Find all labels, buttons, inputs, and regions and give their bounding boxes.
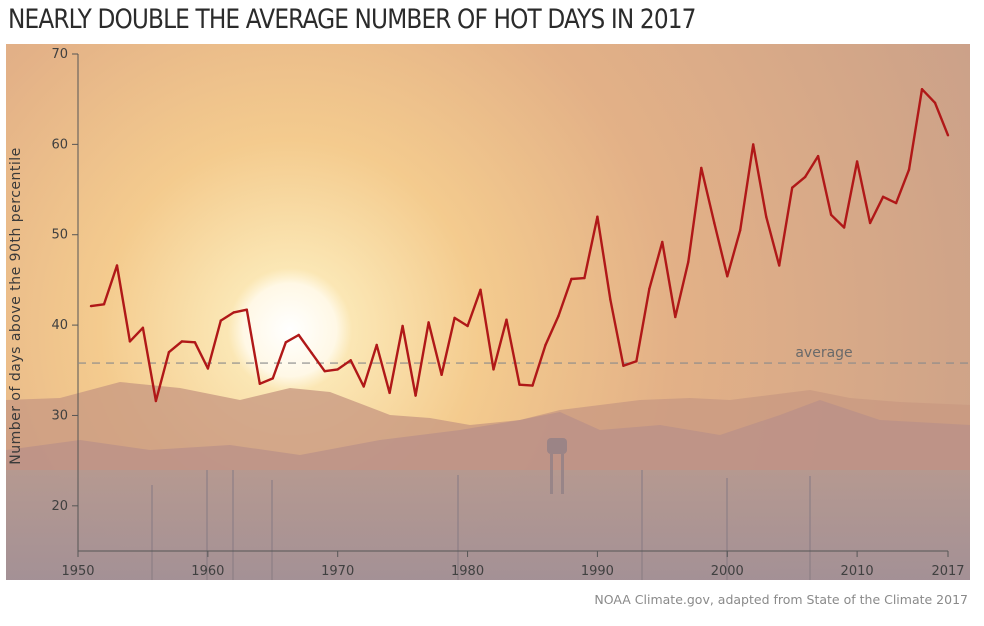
data-point <box>232 311 235 314</box>
data-point <box>284 341 287 344</box>
source-credit: NOAA Climate.gov, adapted from State of … <box>594 592 968 607</box>
data-point <box>505 318 508 321</box>
data-point <box>245 308 248 311</box>
data-point <box>726 275 729 278</box>
data-point <box>349 359 352 362</box>
data-point <box>829 213 833 216</box>
data-point <box>855 160 859 163</box>
data-point <box>219 319 222 322</box>
data-point <box>479 288 482 291</box>
average-label: average <box>795 345 852 361</box>
data-point <box>946 134 950 137</box>
data-point <box>609 298 612 301</box>
data-point <box>765 215 768 218</box>
data-point <box>713 221 716 225</box>
data-point <box>816 154 820 158</box>
data-point <box>544 343 547 347</box>
data-point <box>791 186 794 189</box>
data-point <box>362 385 365 388</box>
x-tick-label: 2017 <box>931 564 964 579</box>
y-tick-label: 50 <box>51 228 68 243</box>
x-tick-label: 2000 <box>711 564 744 579</box>
y-tick-label: 30 <box>51 408 68 423</box>
data-point <box>648 287 651 291</box>
data-point <box>180 340 184 343</box>
data-point <box>622 364 625 367</box>
data-point <box>167 351 171 354</box>
data-point <box>440 373 443 376</box>
data-point <box>336 368 339 371</box>
data-point <box>778 264 781 267</box>
data-point <box>206 367 210 370</box>
data-point <box>842 226 846 229</box>
chart-title: NEARLY DOUBLE THE AVERAGE NUMBER OF HOT … <box>8 4 696 35</box>
data-point <box>492 368 495 371</box>
y-axis-title: Number of days above the 90th percentile <box>8 147 24 465</box>
data-point <box>193 341 197 344</box>
data-point <box>388 391 391 395</box>
data-point <box>583 276 586 280</box>
data-point <box>804 175 807 179</box>
data-point <box>427 321 430 324</box>
data-point <box>128 340 132 343</box>
data-point <box>933 101 937 105</box>
data-point <box>752 143 755 146</box>
data-point <box>881 195 885 198</box>
data-point <box>401 324 404 328</box>
data-point <box>557 314 560 318</box>
x-tick-label: 2010 <box>841 564 874 579</box>
x-tick-label: 1950 <box>61 564 94 579</box>
data-point <box>310 351 313 355</box>
data-point <box>466 324 469 328</box>
data-point <box>414 394 417 397</box>
data-point <box>271 377 274 380</box>
data-point <box>375 343 378 347</box>
y-tick-label: 60 <box>51 137 68 152</box>
data-point <box>894 201 898 205</box>
data-point <box>89 304 93 308</box>
data-point <box>920 88 924 91</box>
data-point <box>297 333 300 337</box>
data-point <box>687 260 690 263</box>
data-point <box>453 316 456 320</box>
data-point <box>700 166 703 170</box>
y-tick-label: 20 <box>51 499 68 514</box>
data-point <box>661 240 664 244</box>
photo-background <box>6 44 970 580</box>
data-point <box>868 221 872 225</box>
x-tick-label: 1970 <box>321 564 354 579</box>
data-point <box>258 382 261 385</box>
x-tick-label: 1990 <box>581 564 614 579</box>
data-point <box>531 384 534 387</box>
data-point <box>635 360 638 363</box>
data-point <box>141 326 145 329</box>
data-point <box>102 303 106 306</box>
data-point <box>154 399 158 403</box>
data-point <box>739 229 742 232</box>
y-tick-label: 70 <box>51 47 68 62</box>
data-point <box>570 277 573 281</box>
data-point <box>596 215 599 218</box>
data-point <box>907 168 911 171</box>
x-tick-label: 1980 <box>451 564 484 579</box>
data-point <box>115 264 119 267</box>
x-tick-label: 1960 <box>191 564 224 579</box>
data-point <box>323 370 326 373</box>
data-point <box>674 315 677 319</box>
data-point <box>518 383 521 386</box>
water-tower-icon <box>547 438 567 494</box>
y-tick-label: 40 <box>51 318 68 333</box>
